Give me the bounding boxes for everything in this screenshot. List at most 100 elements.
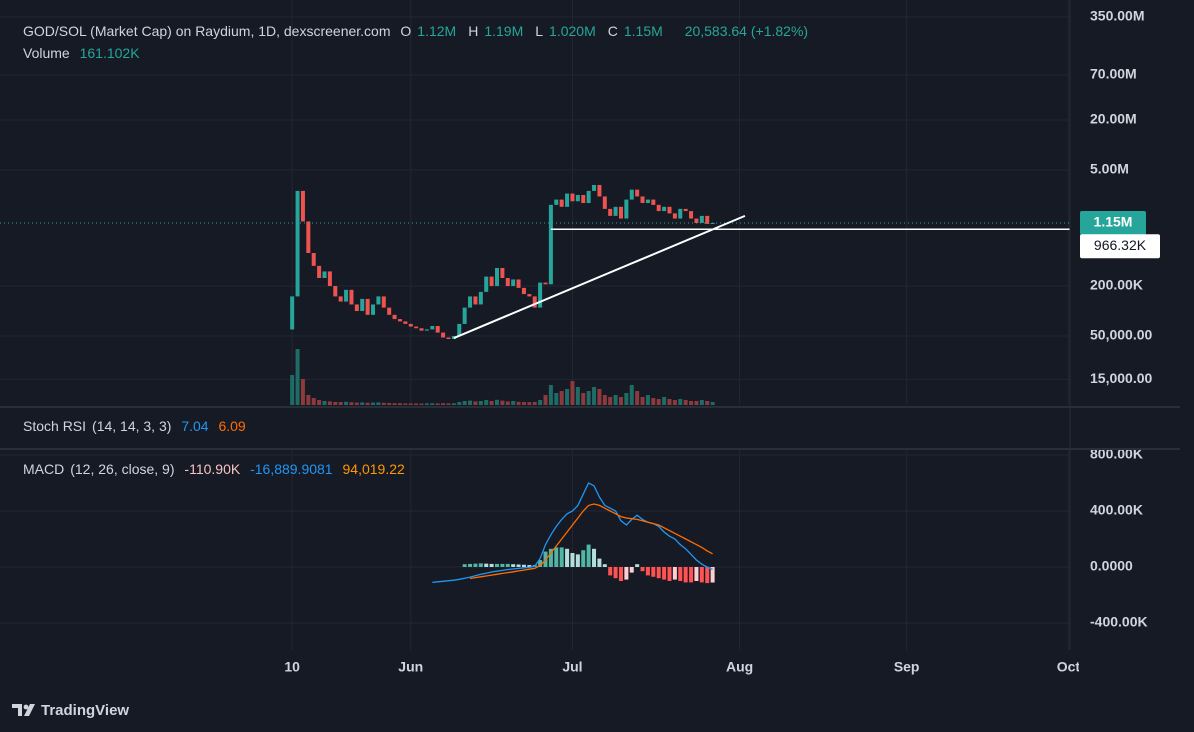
candle-body	[300, 190, 305, 222]
candle-body	[408, 323, 413, 327]
volume-bar	[338, 402, 343, 405]
candle-body	[635, 189, 640, 197]
macd-histogram-bar	[608, 567, 613, 576]
volume-bar	[678, 399, 683, 405]
ohlc-values: O 1.12M H 1.19M L 1.020M C 1.15M	[400, 23, 674, 39]
candle-body	[360, 298, 365, 312]
volume-bar	[581, 393, 586, 405]
volume-bar	[371, 402, 376, 405]
volume-bar	[306, 395, 311, 405]
macd-histogram-bar	[500, 563, 505, 567]
macd-legend: MACD (12, 26, close, 9) -110.90K -16,889.…	[23, 461, 411, 477]
macd-histogram-bar	[597, 558, 602, 567]
candle-body	[613, 206, 618, 216]
candle-body	[624, 199, 629, 219]
candle-body	[651, 199, 656, 205]
volume-bar	[543, 395, 548, 405]
ohlc-key: L	[535, 23, 544, 39]
candle-body	[597, 184, 602, 197]
candle-body	[505, 277, 510, 287]
candle-body	[511, 279, 516, 287]
candle-body	[489, 276, 494, 287]
candle-body	[543, 282, 548, 285]
logo-part	[23, 704, 29, 710]
macd-histogram-bar	[484, 563, 489, 567]
volume-bar	[446, 403, 451, 405]
stoch-params: (14, 14, 3, 3)	[92, 418, 172, 434]
candle-body	[608, 208, 613, 216]
volume-bar	[554, 393, 559, 405]
volume-bar	[478, 401, 483, 405]
macd-histogram-bar	[645, 567, 650, 576]
candle-body	[462, 307, 467, 324]
candle-body	[699, 215, 704, 223]
axes: 10 Jun Jul Aug Sep Oct 15,000.00 50,000.00 200.0…	[284, 8, 1160, 675]
volume-bar	[699, 400, 704, 405]
candle-body	[705, 215, 710, 224]
volume-bar	[376, 402, 381, 405]
volume-bar	[468, 400, 473, 405]
volume-bar	[527, 402, 532, 405]
volume-bar	[592, 387, 597, 405]
macd-histogram-bar	[473, 563, 478, 567]
volume-bar	[575, 387, 580, 405]
candle-body	[295, 190, 300, 297]
candle-body	[424, 329, 429, 331]
volume-bar	[618, 397, 623, 405]
macd-histogram-bar	[575, 554, 580, 567]
candle-body	[640, 196, 645, 204]
macd-histogram-bar	[478, 563, 483, 567]
candle-body	[672, 213, 677, 219]
y-tick-label: 5.00M	[1090, 161, 1129, 177]
last-price-box	[1080, 210, 1146, 235]
candle-body	[484, 276, 489, 292]
macd-histogram-bar	[678, 567, 683, 581]
volume-bar	[608, 397, 613, 405]
volume-label: Volume	[23, 45, 70, 61]
macd-histogram-bar	[705, 567, 710, 584]
hline-box	[1080, 234, 1160, 259]
candle-body	[419, 328, 424, 331]
candle-body	[344, 289, 349, 302]
macd-histogram-bar	[689, 567, 694, 583]
volume-bar	[694, 401, 699, 405]
stoch-d: 6.09	[218, 418, 246, 434]
macd-histogram-bar	[656, 567, 661, 579]
volume-bar	[441, 403, 446, 405]
macd-histogram-bar	[494, 563, 499, 567]
candle-body	[581, 194, 586, 204]
logo-part	[24, 704, 35, 716]
volume-bar	[521, 402, 526, 405]
y-tick-label: 200.00K	[1090, 277, 1143, 293]
candle-body	[656, 204, 661, 212]
candle-body	[478, 291, 483, 305]
stoch-k: 7.04	[181, 418, 209, 434]
macd-histogram-bar	[672, 567, 677, 580]
ohlc-value: 1.19M	[484, 23, 524, 39]
stoch-name: Stoch RSI	[23, 418, 87, 434]
volume-bar	[290, 375, 295, 405]
change: 20,583.64 (+1.82%)	[684, 23, 809, 39]
volume-bar	[494, 399, 499, 405]
candle-body	[548, 204, 553, 285]
brand-logo	[12, 704, 35, 716]
volume-bar	[333, 402, 338, 405]
candle-body	[403, 321, 408, 324]
candle-body	[586, 190, 591, 204]
macd-tick-label: -400.00K	[1090, 614, 1148, 630]
volume-bar	[672, 400, 677, 405]
volume-bar	[419, 403, 424, 405]
candle-body	[338, 296, 343, 302]
candle-body	[381, 296, 386, 308]
volume-bar	[538, 400, 543, 405]
volume-bar	[489, 401, 494, 405]
macd-value: -16,889.9081	[250, 461, 333, 477]
candle-body	[290, 296, 295, 330]
macd-histogram-bar	[635, 564, 640, 567]
candle-body	[365, 298, 370, 315]
candle-body	[645, 199, 650, 204]
hline-label: 966.32K	[1094, 237, 1147, 253]
volume-bar	[683, 400, 688, 405]
candle-body	[618, 206, 623, 219]
